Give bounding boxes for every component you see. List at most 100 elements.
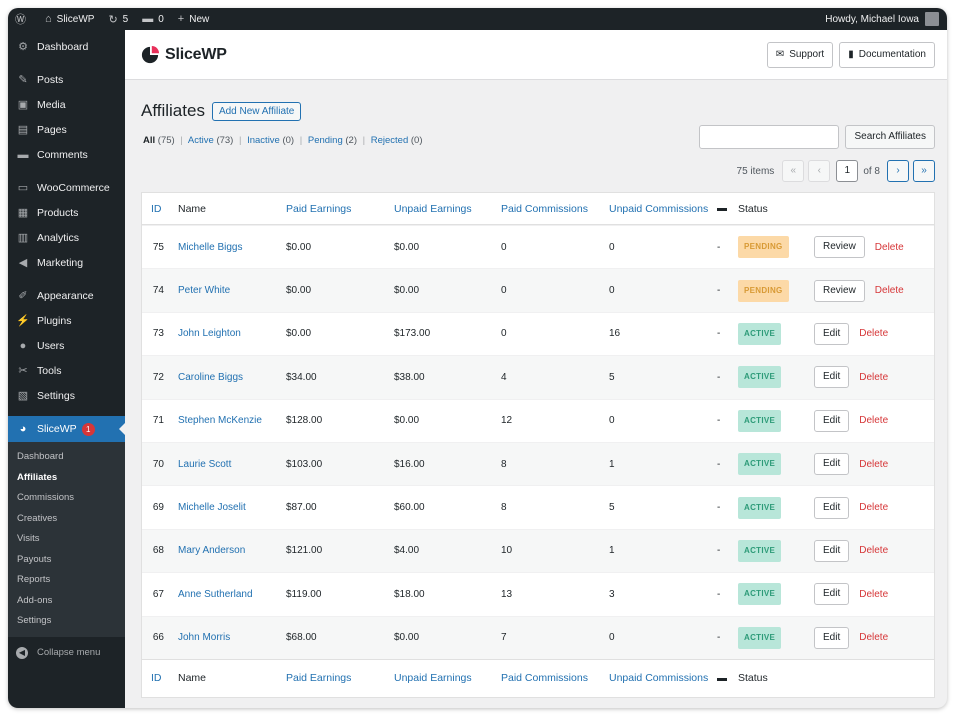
collapse-menu-button[interactable]: ◀ Collapse menu — [8, 640, 125, 666]
delete-link[interactable]: Delete — [859, 545, 889, 557]
column-paid-commissions[interactable]: Paid Commissions — [501, 202, 588, 215]
sidebar-item-comments[interactable]: ▬ Comments — [8, 142, 125, 167]
prev-page-button[interactable]: ‹ — [808, 160, 831, 182]
edit-button[interactable]: Edit — [814, 453, 850, 476]
column-unpaid-earnings[interactable]: Unpaid Earnings — [394, 202, 472, 215]
delete-link[interactable]: Delete — [859, 371, 889, 383]
submenu-item-dashboard[interactable]: Dashboard — [17, 451, 64, 462]
affiliate-name-link[interactable]: Mary Anderson — [178, 545, 246, 557]
delete-link[interactable]: Delete — [859, 458, 889, 470]
plus-icon: + — [177, 13, 185, 25]
affiliate-name-link[interactable]: Michelle Joselit — [178, 502, 246, 514]
sidebar-item-woocommerce[interactable]: ▭ WooCommerce — [8, 175, 125, 200]
pages-icon: ▤ — [17, 124, 29, 136]
search-affiliates-button[interactable]: Search Affiliates — [845, 125, 935, 149]
column-paid-earnings[interactable]: Paid Earnings — [286, 672, 352, 685]
sidebar-item-products[interactable]: ▦ Products — [8, 200, 125, 225]
delete-link[interactable]: Delete — [859, 632, 889, 644]
support-button[interactable]: ✉ Support — [766, 41, 834, 68]
column-unpaid-commissions[interactable]: Unpaid Commissions — [609, 672, 708, 685]
sidebar-item-pages[interactable]: ▤ Pages — [8, 117, 125, 142]
affiliate-name-link[interactable]: Peter White — [178, 285, 231, 297]
sidebar-item-posts[interactable]: ✎ Posts — [8, 67, 125, 92]
support-label: Support — [789, 49, 825, 60]
column-paid-earnings[interactable]: Paid Earnings — [286, 202, 352, 215]
delete-link[interactable]: Delete — [859, 328, 889, 340]
column-id[interactable]: ID — [151, 672, 162, 685]
review-button[interactable]: Review — [814, 236, 865, 259]
comments-link[interactable]: ▬ 0 — [135, 8, 171, 30]
edit-button[interactable]: Edit — [814, 409, 850, 432]
next-page-button[interactable]: › — [887, 160, 909, 182]
sidebar-item-marketing[interactable]: ◀ Marketing — [8, 250, 125, 275]
filter-inactive[interactable]: Inactive — [247, 135, 280, 146]
submenu-item-creatives[interactable]: Creatives — [17, 512, 58, 524]
affiliate-name-link[interactable]: John Morris — [178, 632, 231, 644]
comments-count: 0 — [158, 13, 164, 25]
sidebar-item-settings[interactable]: ▧ Settings — [8, 383, 125, 408]
delete-link[interactable]: Delete — [874, 241, 904, 253]
table-row: 73 John Leighton $0.00 $173.00 0 16 - ACTIVE Edi… — [142, 311, 934, 355]
affiliate-name-link[interactable]: Caroline Biggs — [178, 371, 244, 383]
sidebar-item-analytics[interactable]: ▥ Analytics — [8, 225, 125, 250]
first-page-button[interactable]: « — [782, 160, 805, 182]
delete-link[interactable]: Delete — [859, 588, 889, 600]
affiliate-name-link[interactable]: Anne Sutherland — [178, 588, 253, 600]
admin-sidebar: ⚙ Dashboard ✎ Posts ▣ Media ▤ Pages ▬ Co… — [8, 30, 125, 708]
delete-link[interactable]: Delete — [874, 285, 904, 297]
site-name-link[interactable]: ⌂ SliceWP — [38, 8, 101, 30]
sidebar-item-users[interactable]: ● Users — [8, 333, 125, 358]
edit-button[interactable]: Edit — [814, 366, 850, 389]
filter-all[interactable]: All — [143, 135, 156, 146]
filter-pending[interactable]: Pending — [307, 135, 343, 146]
edit-button[interactable]: Edit — [814, 496, 850, 519]
submenu-item-add-ons[interactable]: Add-ons — [17, 594, 53, 606]
search-input[interactable] — [699, 125, 840, 149]
app-window: Ⓦ ⌂ SliceWP ↻ 5 ▬ 0 + New Howdy, Michael… — [8, 8, 947, 708]
edit-button[interactable]: Edit — [814, 322, 850, 345]
current-page-input[interactable]: 1 — [836, 160, 859, 182]
sidebar-item-slicewp[interactable]: ◕ SliceWP 1 — [8, 416, 125, 442]
unpaid-commissions: 0 — [609, 415, 615, 427]
edit-button[interactable]: Edit — [814, 583, 850, 606]
filter-active[interactable]: Active — [187, 135, 214, 146]
submenu-item-settings[interactable]: Settings — [17, 615, 52, 626]
sidebar-item-dashboard[interactable]: ⚙ Dashboard — [8, 34, 125, 59]
new-content-link[interactable]: + New — [171, 8, 216, 30]
column-unpaid-earnings[interactable]: Unpaid Earnings — [394, 672, 472, 685]
paid-commissions: 0 — [501, 241, 507, 253]
column-paid-commissions[interactable]: Paid Commissions — [501, 672, 588, 685]
filter-rejected[interactable]: Rejected — [370, 135, 409, 146]
unpaid-earnings: $38.00 — [394, 371, 425, 383]
column-id[interactable]: ID — [151, 202, 162, 215]
submenu-item-reports[interactable]: Reports — [17, 574, 51, 585]
sidebar-item-media[interactable]: ▣ Media — [8, 92, 125, 117]
affiliate-name-link[interactable]: Stephen McKenzie — [178, 415, 262, 427]
column-unpaid-commissions[interactable]: Unpaid Commissions — [609, 202, 708, 215]
sidebar-item-tools[interactable]: ✂ Tools — [8, 358, 125, 383]
affiliate-name-link[interactable]: Michelle Biggs — [178, 241, 243, 253]
submenu-item-payouts[interactable]: Payouts — [17, 553, 52, 565]
sidebar-item-appearance[interactable]: ✐ Appearance — [8, 283, 125, 308]
submenu-item-affiliates[interactable]: Affiliates — [17, 471, 58, 483]
unpaid-earnings: $0.00 — [394, 415, 420, 427]
affiliate-id: 75 — [152, 241, 164, 253]
delete-link[interactable]: Delete — [859, 502, 889, 514]
edit-button[interactable]: Edit — [814, 539, 850, 562]
add-new-affiliate-button[interactable]: Add New Affiliate — [211, 101, 302, 121]
wordpress-logo-button[interactable]: Ⓦ — [8, 8, 38, 30]
updates-link[interactable]: ↻ 5 — [101, 8, 135, 30]
last-page-button[interactable]: » — [913, 160, 935, 182]
sidebar-item-plugins[interactable]: ⚡ Plugins — [8, 308, 125, 333]
review-button[interactable]: Review — [814, 279, 865, 302]
account-menu[interactable]: Howdy, Michael Iowa — [825, 12, 947, 26]
affiliate-name-link[interactable]: John Leighton — [178, 328, 241, 340]
submenu-item-visits[interactable]: Visits — [17, 533, 40, 544]
sidebar-item-label: Dashboard — [37, 40, 89, 53]
submenu-item-commissions[interactable]: Commissions — [17, 492, 75, 503]
affiliate-name-link[interactable]: Laurie Scott — [178, 458, 232, 470]
delete-link[interactable]: Delete — [859, 415, 889, 427]
edit-button[interactable]: Edit — [814, 626, 850, 649]
documentation-button[interactable]: ▮ Documentation — [839, 41, 935, 68]
paid-earnings: $0.00 — [286, 328, 312, 340]
